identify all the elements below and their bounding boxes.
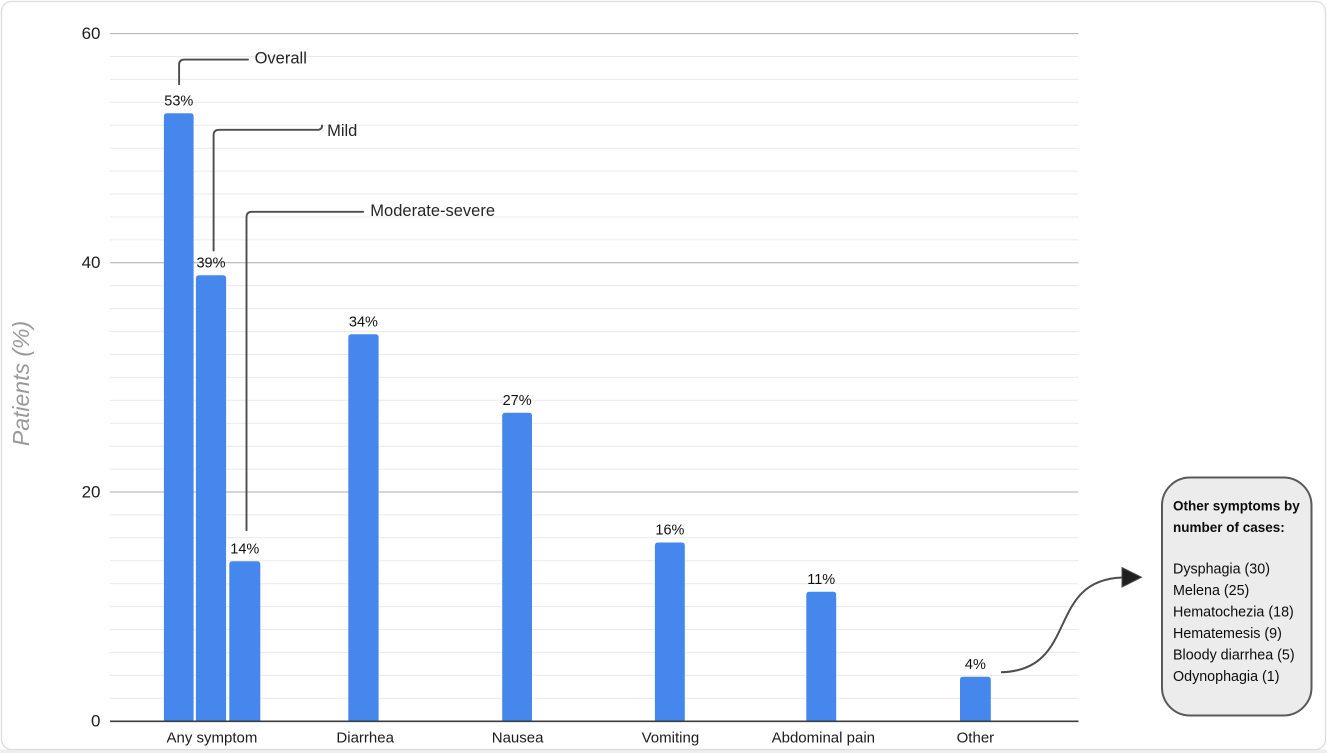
svg-text:0: 0 [91,712,100,731]
svg-text:Dysphagia (30): Dysphagia (30) [1173,562,1270,578]
svg-text:Nausea: Nausea [492,729,544,746]
svg-text:39%: 39% [196,256,225,272]
svg-text:20: 20 [82,482,101,501]
svg-text:Odynophagia (1): Odynophagia (1) [1173,669,1280,685]
svg-text:27%: 27% [503,393,532,409]
svg-text:40: 40 [82,253,101,272]
svg-text:number of cases:: number of cases: [1173,520,1285,535]
svg-text:14%: 14% [230,542,259,558]
svg-text:16%: 16% [655,523,684,539]
svg-text:Hematemesis (9): Hematemesis (9) [1173,626,1282,642]
svg-text:Abdominal pain: Abdominal pain [772,729,875,746]
svg-text:Vomiting: Vomiting [642,729,700,746]
svg-text:Mild: Mild [327,122,357,140]
svg-text:Other symptoms by: Other symptoms by [1173,499,1300,514]
svg-text:11%: 11% [807,572,835,588]
svg-text:Other: Other [957,729,995,746]
svg-text:4%: 4% [965,657,986,673]
svg-text:60: 60 [82,24,101,43]
svg-text:Moderate-severe: Moderate-severe [370,202,495,220]
svg-text:Hematochezia (18): Hematochezia (18) [1173,605,1294,621]
svg-text:Melena (25): Melena (25) [1173,583,1249,599]
svg-text:34%: 34% [349,314,378,330]
svg-text:Any symptom: Any symptom [166,729,257,746]
svg-text:53%: 53% [164,94,193,110]
svg-text:Patients (%): Patients (%) [8,321,34,446]
svg-text:Diarrhea: Diarrhea [336,729,394,746]
svg-text:Overall: Overall [255,50,307,68]
svg-text:Bloody diarrhea (5): Bloody diarrhea (5) [1173,648,1295,664]
